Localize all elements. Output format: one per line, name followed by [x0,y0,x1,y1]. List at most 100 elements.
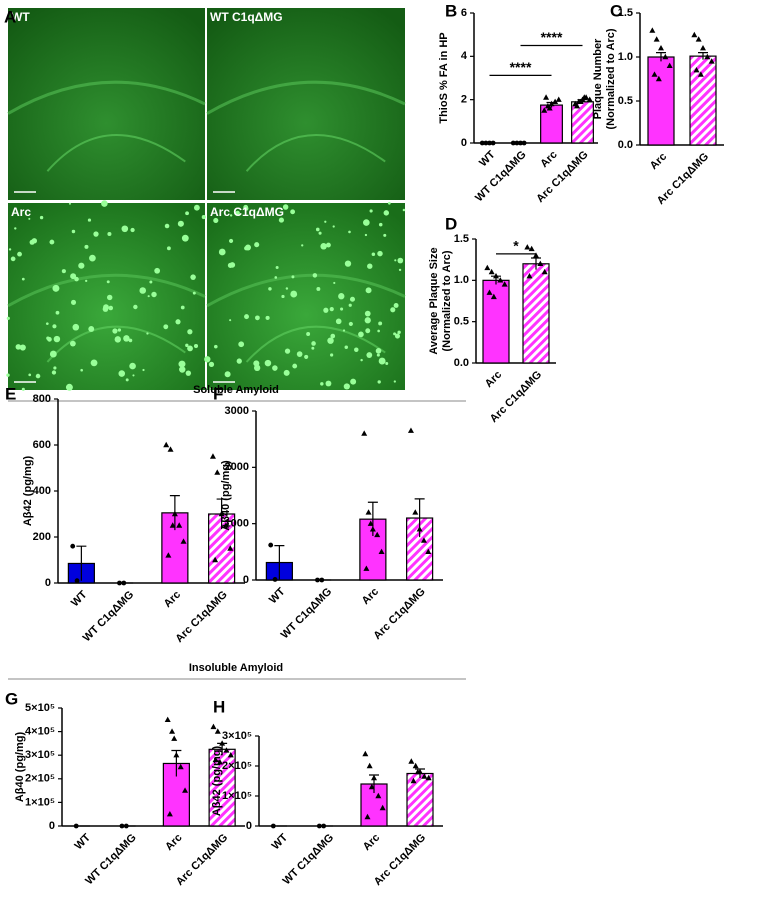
y-tick-label: 0.5 [618,95,633,107]
plaque [281,294,285,299]
x-tick-label: WT [72,831,93,852]
plaque [132,374,135,377]
y-tick-label: 3×10⁵ [25,749,55,761]
plaque [327,337,334,344]
y-tick-label: 1000 [225,518,249,530]
data-point [555,96,562,102]
plaque [332,225,335,228]
plaque [371,252,376,257]
plaque [46,336,50,340]
data-point [518,140,523,146]
plaque [375,348,382,354]
data-point [270,823,276,829]
x-tick-label: WT [267,585,288,606]
plaque [393,380,396,383]
plaque [187,345,193,352]
plaque [323,307,329,313]
data-point [368,783,375,790]
micrograph-label: Arc C1qΔMG [210,205,284,219]
plaque [78,262,85,269]
tissue-layer [245,134,386,172]
error-bar [656,52,666,62]
plaque [363,219,370,226]
plaque [349,296,356,302]
data-point [493,273,499,279]
data-point [708,58,715,64]
y-tick-label: 1.5 [618,7,633,19]
plaque [190,274,196,280]
plaque [8,248,12,251]
plaque [402,208,406,212]
plaque [325,242,331,248]
plaque [253,364,261,372]
data-point [268,542,274,548]
plaque [284,348,291,354]
plaque [378,357,386,365]
plaque [164,223,170,229]
data-point [319,577,325,583]
micrograph [8,8,205,200]
data-point [73,823,79,829]
plaque [214,344,218,349]
data-point [169,522,176,528]
plaque [114,336,121,343]
plaque [49,350,57,358]
plaque [55,310,60,315]
plaque [394,259,397,262]
y-tick-label: 3000 [225,405,249,417]
plaque [274,276,278,279]
micrographs: WT WT C1qΔMG Arc Arc C1qΔMG [6,8,406,391]
data-point [218,510,225,517]
plaque [178,360,186,368]
plaque [180,305,185,310]
panel-letter: F [213,384,223,403]
plaque [10,256,16,262]
plaque [275,265,279,269]
plaque [292,363,298,369]
y-tick-label: 800 [33,393,51,405]
plaque [301,244,304,247]
y-tick-label: 0.0 [454,357,469,369]
plaque [243,204,249,210]
data-point [700,45,706,51]
panel-letter: E [5,384,16,403]
data-point [163,441,170,448]
plaque [324,220,327,223]
plaque [142,368,145,372]
data-point [666,62,673,68]
plaque [187,329,193,335]
data-point [408,758,415,764]
x-tick-label: WT [270,831,291,852]
data-point [407,427,414,433]
y-axis-label: Aβ42 (pg/mg) [211,746,223,817]
data-point [176,522,183,528]
plaque [343,383,350,390]
data-point [121,580,127,586]
data-point [216,759,223,765]
plaque [185,370,192,376]
data-point [697,71,704,77]
data-point [484,264,491,271]
plaque [377,380,381,384]
plaque [291,275,295,279]
data-point [70,543,76,549]
plaque [70,299,77,305]
plaque [388,201,391,205]
plaque [28,217,31,220]
plaque [89,254,96,262]
plaque [74,276,79,282]
bar [482,279,510,364]
data-point [227,752,234,758]
x-tick-label: Arc [361,832,382,853]
plaque [68,202,71,205]
plaque [106,294,113,301]
data-point [662,53,669,60]
bar [522,263,550,364]
plaque [290,209,296,215]
y-tick-label: 0.5 [454,316,469,328]
data-point [222,522,229,528]
data-point [501,281,508,287]
plaque [6,316,10,320]
data-point [169,728,176,734]
y-tick-label: 3×10⁵ [222,730,252,742]
